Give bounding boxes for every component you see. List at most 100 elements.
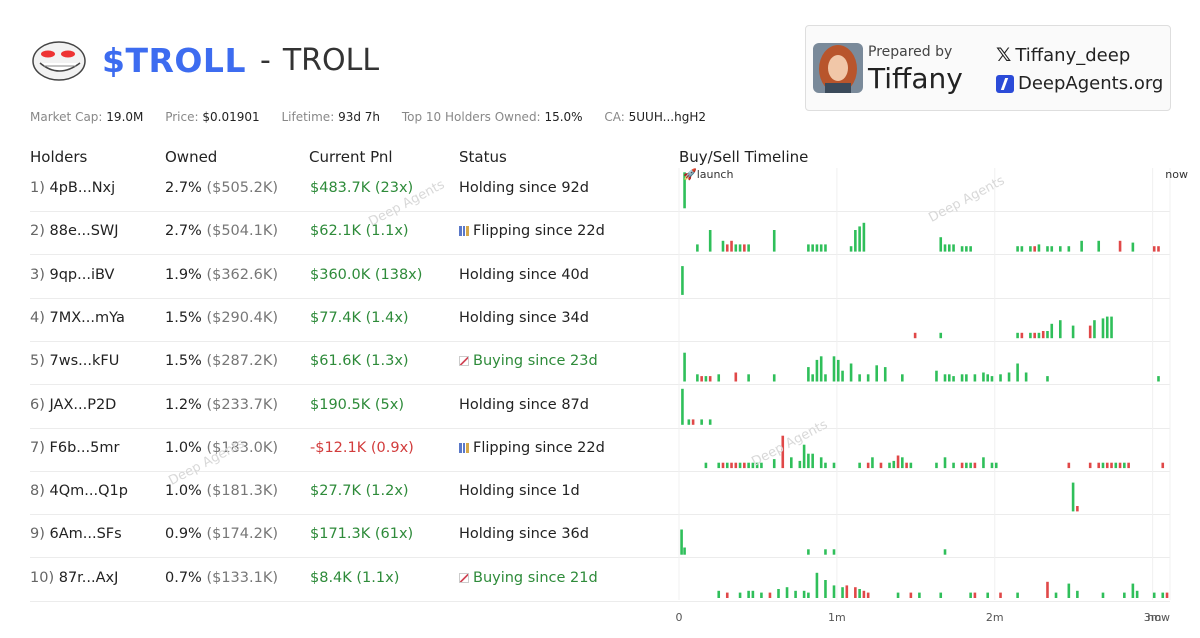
x-tick-label: 1m [828,611,846,624]
buy-bar [1021,246,1024,251]
buy-bar [1161,593,1164,598]
buy-bar [995,463,998,468]
buy-bar [786,587,789,598]
buy-bar [752,591,755,598]
buy-bar [816,360,819,382]
buy-bar [773,374,776,381]
buy-bar [863,223,866,252]
buy-bar [1132,243,1135,252]
x-tick-label: now [1147,611,1170,624]
buy-bar [824,374,827,381]
buy-bar [760,593,763,598]
buy-bar [1050,324,1053,338]
sell-bar [735,463,738,468]
buy-bar [1076,591,1079,598]
buy-bar [824,549,827,554]
sell-bar [846,585,849,598]
buy-bar [991,463,994,468]
buy-bar [888,463,891,468]
buy-bar [1050,246,1053,251]
buy-bar [1038,333,1041,338]
buy-bar [1055,593,1058,598]
buy-bar [1068,246,1071,251]
sell-bar [974,593,977,598]
buy-bar [807,244,810,251]
buy-bar [1008,373,1011,382]
sell-bar [974,463,977,468]
sell-bar [1157,246,1160,251]
buy-bar [999,374,1002,381]
buy-bar [867,374,870,381]
buy-bar [688,419,691,424]
sell-bar [1089,326,1092,339]
buy-bar [982,457,985,468]
buy-bar [910,463,913,468]
buy-bar [841,587,844,598]
buy-bar [1046,331,1049,338]
buy-bar [850,364,853,382]
buy-bar [837,360,840,382]
buy-bar [944,374,947,381]
buy-bar [717,374,720,381]
buy-bar [833,549,836,554]
sell-bar [880,463,883,468]
buy-bar [709,230,712,252]
buy-bar [747,591,750,598]
buy-bar [901,457,904,468]
buy-bar [807,593,810,598]
buy-bar [739,463,742,468]
buy-bar [1016,593,1019,598]
buy-bar [858,374,861,381]
sell-bar [709,376,712,381]
buy-bar [944,244,947,251]
sell-bar [769,593,772,598]
buy-bar [969,463,972,468]
buy-bar [871,457,874,468]
buy-bar [833,356,836,381]
buy-bar [1157,376,1160,381]
buy-bar [969,246,972,251]
buy-bar [858,589,861,598]
buy-bar [811,454,814,468]
buy-bar [1068,584,1071,598]
buy-bar [1029,333,1032,338]
buy-bar [717,463,720,468]
buy-bar [824,244,827,251]
sell-bar [914,333,917,338]
buy-bar [1102,318,1105,338]
buy-bar [696,244,699,251]
sell-bar [735,373,738,382]
buy-bar [948,244,951,251]
buy-bar [1080,241,1083,252]
sell-bar [1119,241,1122,252]
buy-bar [773,230,776,252]
buy-bar [1106,317,1109,339]
buy-bar [875,365,878,381]
buy-bar [965,246,968,251]
buy-bar [794,591,797,598]
buy-bar [935,371,938,382]
buy-bar [1016,246,1019,251]
buy-bar [705,376,708,381]
buy-bar [965,374,968,381]
buy-bar [952,376,955,381]
buy-bar [824,463,827,468]
buy-bar [700,419,703,424]
buy-bar [854,230,857,252]
sell-bar [999,593,1002,598]
sell-bar [1119,463,1122,468]
buy-bar [1110,317,1113,339]
buy-bar [735,244,738,251]
buy-bar [965,463,968,468]
sell-bar [905,463,908,468]
buy-bar [1072,326,1075,339]
buy-bar [820,457,823,468]
sell-bar [1042,331,1045,338]
buy-bar [944,549,947,554]
buy-bar [939,593,942,598]
buy-bar [803,591,806,598]
buy-bar [991,376,994,381]
buy-bar [901,374,904,381]
buy-bar [680,530,683,555]
